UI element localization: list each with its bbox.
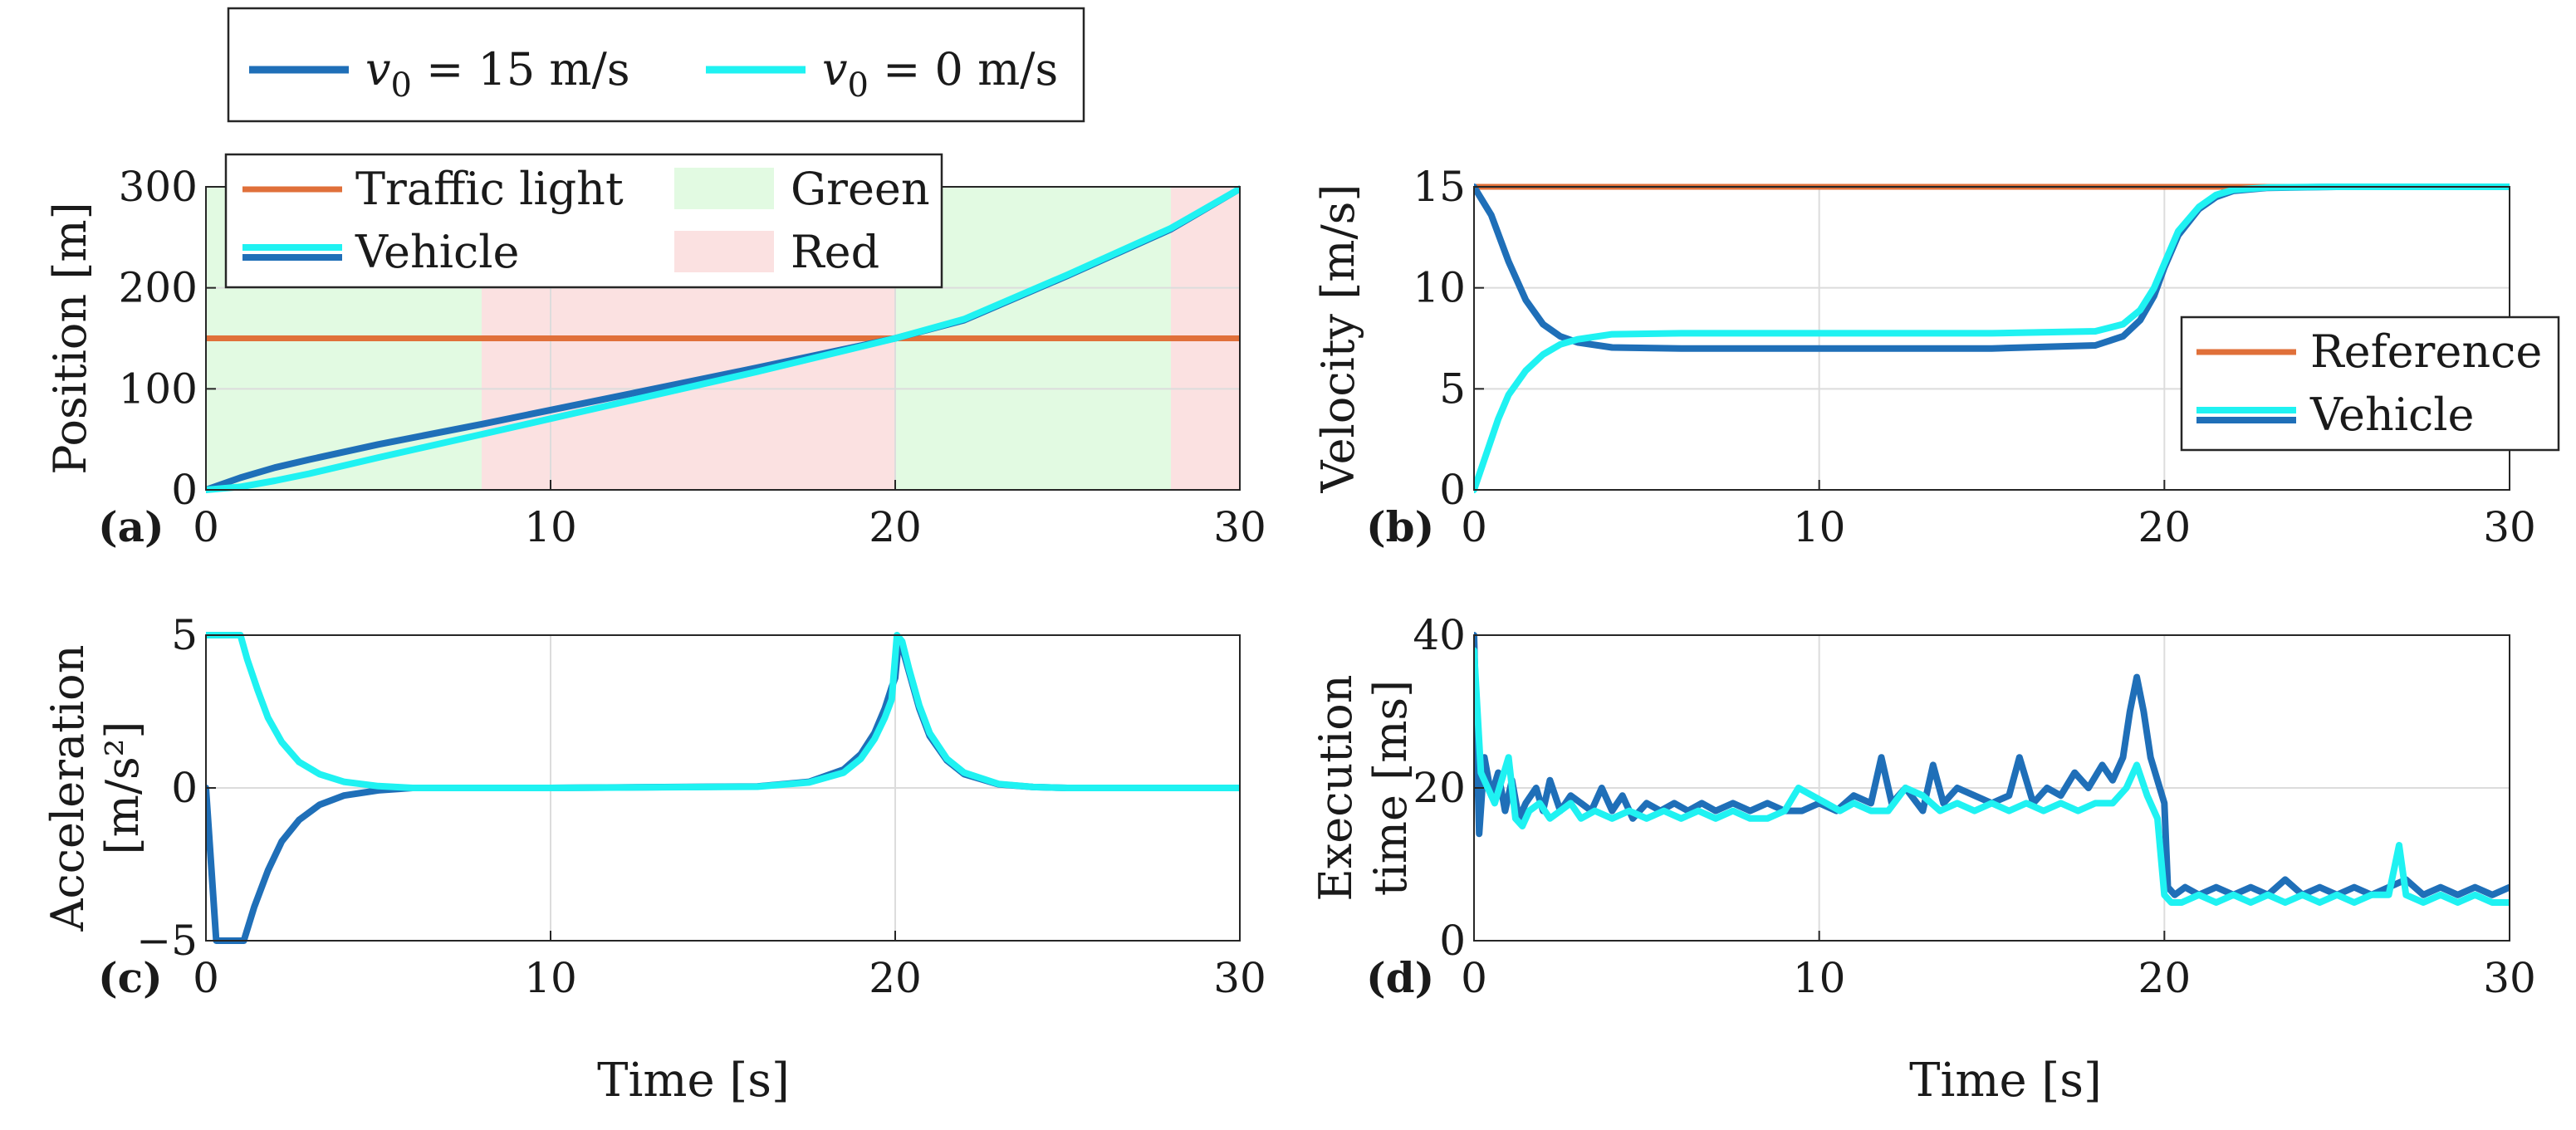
y-axis-label-line1: Acceleration xyxy=(42,645,94,932)
legend-box xyxy=(224,153,943,289)
x-tick-label: 10 xyxy=(524,503,577,551)
x-tick-label: 30 xyxy=(1213,503,1266,551)
top-legend-label-v0: v0 = 0 m/s xyxy=(822,43,1058,105)
panel-label: (b) xyxy=(1366,502,1434,551)
y-tick-label: 300 xyxy=(119,163,198,211)
y-tick-label: 20 xyxy=(1413,764,1466,812)
panel-d-execution-time: 0 10 20 30 0 20 40 (d) Execution time [ms] xyxy=(1310,611,2536,1002)
x-axis-label-left: Time [s] xyxy=(597,1054,790,1108)
x-tick-label: 30 xyxy=(1213,954,1266,1002)
x-tick-label: 20 xyxy=(869,954,922,1002)
series-line-v0-0-m-s xyxy=(206,185,1240,493)
legend-swatch-green xyxy=(674,168,774,209)
top-legend: v0 = 15 m/s v0 = 0 m/s xyxy=(227,7,1085,123)
y-tick-label: 10 xyxy=(1413,264,1466,312)
y-tick-label: 200 xyxy=(119,264,198,312)
y-tick-label: 0 xyxy=(1439,466,1466,514)
panel-b-velocity: 0 10 20 30 0 5 10 15 (b)Velocity [m/s] Reference V… xyxy=(1312,163,2560,551)
x-tick-label: 0 xyxy=(193,954,219,1002)
x-tick-label: 10 xyxy=(524,954,577,1002)
y-tick-label: −5 xyxy=(136,917,198,965)
y-axis-label: Velocity [m/s] xyxy=(1312,184,1364,494)
x-tick-label: 10 xyxy=(1793,503,1846,551)
x-tick-label: 30 xyxy=(2483,954,2536,1002)
y-axis-label-line2: time [ms] xyxy=(1364,680,1417,896)
series-line-v0-15-m-s xyxy=(1474,632,2510,898)
x-tick-label: 0 xyxy=(193,503,219,551)
legend-box xyxy=(2180,316,2560,452)
panel-label: (d) xyxy=(1366,953,1434,1002)
series-line-v0-0-m-s xyxy=(1474,647,2510,906)
panel-c-acceleration: 0 10 20 30−505(c)Acceleration [m/s²] xyxy=(42,611,1266,1002)
legend-label-traffic-light: Traffic light xyxy=(355,163,624,215)
legend-label-reference: Reference xyxy=(2310,325,2542,378)
y-axis-label: Position [m] xyxy=(44,202,96,474)
legend-panel-a: Traffic light Vehicle Green Red xyxy=(224,153,943,289)
legend-label-red: Red xyxy=(791,226,879,278)
y-tick-label: 0 xyxy=(171,466,198,514)
top-legend-box xyxy=(227,7,1085,123)
x-axis-label-right: Time [s] xyxy=(1909,1054,2102,1108)
x-tick-label: 0 xyxy=(1461,954,1487,1002)
y-tick-label: 0 xyxy=(171,764,198,812)
x-tick-label: 30 xyxy=(2483,503,2536,551)
legend-label-vehicle: Vehicle xyxy=(355,226,520,278)
legend-panel-b: Reference Vehicle xyxy=(2180,316,2560,452)
y-axis-label-line1: Execution xyxy=(1310,674,1362,901)
top-legend-label-v15: v0 = 15 m/s xyxy=(365,43,630,105)
y-tick-label: 40 xyxy=(1413,611,1466,659)
y-axis-label-line2: [m/s²] xyxy=(96,722,149,855)
series-line-v0-0-m-s xyxy=(1474,183,2510,493)
legend-label-vehicle: Vehicle xyxy=(2309,389,2475,441)
y-tick-label: 5 xyxy=(171,611,198,659)
x-tick-label: 10 xyxy=(1793,954,1846,1002)
legend-label-green: Green xyxy=(791,163,930,215)
panel-label: (a) xyxy=(98,502,164,551)
series-line-v0-0-m-s xyxy=(206,632,1240,791)
y-tick-label: 15 xyxy=(1413,163,1466,211)
y-tick-label: 5 xyxy=(1439,364,1466,413)
y-tick-label: 100 xyxy=(119,364,198,413)
x-tick-label: 20 xyxy=(2138,503,2192,551)
x-tick-label: 20 xyxy=(2138,954,2192,1002)
x-tick-label: 0 xyxy=(1461,503,1487,551)
y-tick-label: 0 xyxy=(1439,917,1466,965)
panel-label: (c) xyxy=(98,953,163,1002)
legend-swatch-red xyxy=(674,231,774,272)
x-tick-label: 20 xyxy=(869,503,922,551)
